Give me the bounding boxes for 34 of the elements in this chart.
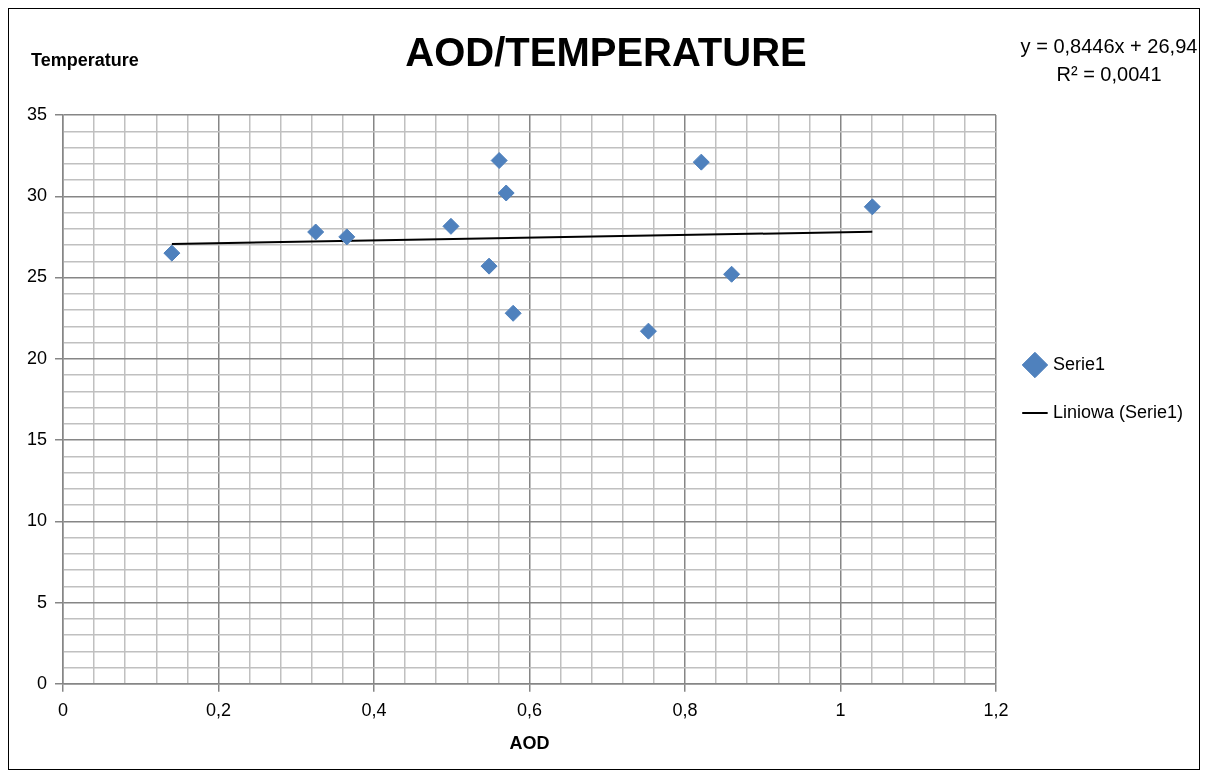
text: R² = 0,0041 <box>1056 62 1162 85</box>
x-tick-label: 0,2 <box>205 699 232 720</box>
y-tick-label: 35 <box>26 103 48 124</box>
legend-label: Liniowa (Serie1) <box>1052 401 1183 422</box>
point <box>723 265 741 283</box>
y-tick-label: 25 <box>26 266 48 287</box>
point <box>639 322 657 340</box>
text: y = 0,8446x + 26,94 <box>1020 34 1198 57</box>
x-tick-label: 0,6 <box>516 699 542 720</box>
point <box>504 304 522 322</box>
point <box>307 223 325 241</box>
point <box>163 244 181 262</box>
y-tick-label: 20 <box>26 347 48 368</box>
x-axis-title: AOD <box>509 733 550 754</box>
x-tick-label: 1 <box>835 699 846 720</box>
point <box>692 153 710 171</box>
y-tick-label: 30 <box>26 185 48 206</box>
y-tick-label: 5 <box>37 591 48 612</box>
x-tick-label: 1,2 <box>983 699 1009 720</box>
point <box>442 217 460 235</box>
chart-title: AOD/TEMPERATURE <box>405 30 807 75</box>
legend-label: Serie1 <box>1052 353 1105 374</box>
y-tick-label: 15 <box>26 429 48 449</box>
point <box>480 257 498 275</box>
x-tick-label: 0,8 <box>672 699 698 720</box>
x-tick-label: 0,4 <box>361 699 387 720</box>
point <box>338 228 356 246</box>
y-tick-label: 10 <box>26 510 48 531</box>
y-tick-label: 0 <box>37 672 48 693</box>
point <box>863 198 881 216</box>
point <box>490 152 508 169</box>
y-axis-title: Temperature <box>31 49 139 70</box>
point <box>497 184 515 202</box>
x-tick-label: 0 <box>58 699 69 720</box>
